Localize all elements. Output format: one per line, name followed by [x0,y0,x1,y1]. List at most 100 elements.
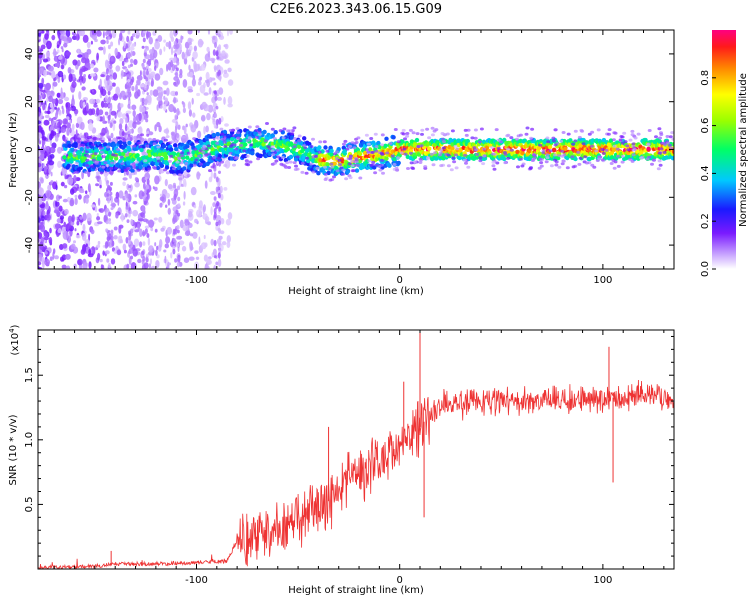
heatmap-cell [302,144,307,147]
heatmap-cell [164,243,169,249]
heatmap-cell [481,162,486,166]
heatmap-cell [142,241,146,246]
heatmap-cell [93,152,98,156]
heatmap-cell [166,64,169,72]
heatmap-cell [306,161,311,167]
heatmap-cell [143,159,148,163]
heatmap-cell [110,229,114,234]
heatmap-cell [47,184,52,191]
heatmap-cell [68,152,73,158]
heatmap-cell [69,127,72,134]
heatmap-cell [551,136,556,140]
heatmap-cell [143,182,146,190]
heatmap-cell [194,218,198,224]
heatmap-cell [225,218,231,226]
heatmap-cell [40,221,44,225]
heatmap-cell [376,140,381,146]
heatmap-cell [145,111,148,115]
heatmap-cell [466,128,471,132]
heatmap-cell [416,152,422,157]
heatmap-cell [380,133,385,137]
heatmap-cell [323,178,328,181]
heatmap-cell [186,151,191,155]
heatmap-cell [50,130,54,139]
heatmap-cell [59,215,65,220]
heatmap-cell [76,59,81,67]
heatmap-cell [657,151,662,155]
heatmap-cell [83,140,88,144]
heatmap-cell [216,238,222,245]
heatmap-cell [218,117,222,125]
heatmap-cell [159,202,163,208]
heatmap-cell [146,92,149,96]
heatmap-cell [177,196,181,202]
heatmap-cell [123,249,127,254]
heatmap-cell [125,237,129,244]
heatmap-cell [71,97,75,107]
heatmap-cell [74,197,78,205]
heatmap-cell [160,227,165,232]
heatmap-cell [151,78,154,87]
heatmap-cell [134,30,140,36]
heatmap-cell [160,91,164,97]
heatmap-cell [293,141,298,145]
heatmap-cell [403,137,407,141]
heatmap-cell [99,171,104,175]
heatmap-cell [465,138,470,144]
heatmap-cell [160,137,165,141]
heatmap-cell [257,130,262,134]
heatmap-cell [193,45,197,52]
heatmap-cell [300,161,305,165]
heatmap-cell [73,240,76,244]
heatmap-cell [156,86,162,92]
heatmap-cell [360,164,366,170]
heatmap-cell [135,153,140,158]
heatmap-cell [201,114,206,122]
heatmap-cell [207,221,211,226]
colorbar-label: Normalized spectral amplitude [738,73,749,227]
heatmap-cell [388,141,393,145]
heatmap-cell [112,122,116,132]
heatmap-cell [475,153,479,156]
heatmap-cell [94,205,98,213]
heatmap-cell [64,208,69,215]
heatmap-cell [395,168,400,172]
heatmap-cell [46,97,49,103]
heatmap-cell [94,148,100,153]
heatmap-cell [613,131,618,135]
heatmap-cell [148,157,153,162]
heatmap-cell [156,121,161,128]
heatmap-cell [172,119,177,123]
heatmap-cell [165,87,170,97]
heatmap-cell [54,255,59,260]
heatmap-cell [625,144,630,148]
heatmap-cell [334,150,339,154]
heatmap-cell [473,136,478,140]
heatmap-cell [342,142,346,146]
heatmap-cell [107,262,111,269]
snr-ytick-label: 1.5 [24,367,35,383]
heatmap-cell [163,168,168,172]
heatmap-cell [318,140,323,144]
heatmap-ylabel: Frequency (Hz) [8,112,19,188]
heatmap-cell [158,168,165,174]
heatmap-cell [106,84,110,92]
heatmap-cell [288,154,294,160]
heatmap-cell [215,186,219,192]
heatmap-cell [553,158,558,162]
heatmap-cell [597,155,602,159]
heatmap-cell [135,84,138,93]
heatmap-cell [133,59,138,65]
heatmap-cell [139,70,142,77]
heatmap-cell [55,111,58,119]
heatmap-cell [181,135,186,139]
heatmap-cell [49,154,55,159]
heatmap-cell [236,136,241,140]
heatmap-cell [109,81,113,87]
heatmap-cell [202,144,207,148]
heatmap-cell [587,132,592,136]
heatmap-cell [47,65,54,72]
heatmap-cell [177,79,180,85]
heatmap-cell [227,103,233,108]
heatmap-cell [371,160,376,164]
